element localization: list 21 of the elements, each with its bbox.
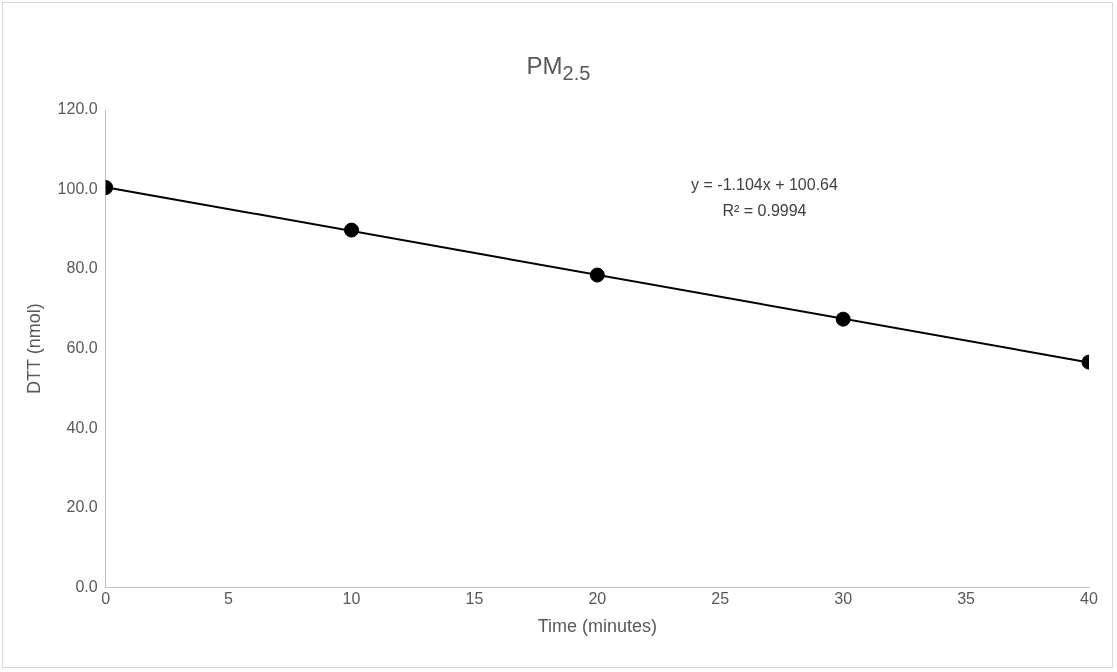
y-tick-label: 20.0 (66, 498, 98, 516)
x-tick-label: 10 (342, 590, 361, 608)
annotation: y = -1.104x + 100.64 (691, 176, 838, 193)
y-tick-label: 80.0 (66, 259, 98, 277)
y-tick-label: 100.0 (57, 179, 98, 197)
x-tick-label: 25 (711, 590, 730, 608)
chart-title: PM$_{2.5}$ (525, 52, 592, 85)
x-tick-label: 35 (957, 590, 976, 608)
x-axis-title: Time (minutes) (537, 616, 657, 637)
x-tick-label: 5 (224, 590, 234, 608)
y-tick-label: 40.0 (66, 418, 98, 436)
y-axis-title: DTT (nmol) (23, 303, 44, 394)
x-tick-label: 15 (465, 590, 484, 608)
x-tick-label: 20 (588, 590, 607, 608)
x-tick-label: 40 (1080, 590, 1098, 608)
y-tick-label: 0.0 (75, 577, 98, 595)
y-tick-label: 60.0 (66, 339, 98, 357)
x-tick-label: 30 (834, 590, 853, 608)
x-tick-label: 0 (101, 590, 111, 608)
annotation: R² = 0.9994 (722, 202, 807, 219)
y-tick-label: 120.0 (57, 100, 98, 118)
